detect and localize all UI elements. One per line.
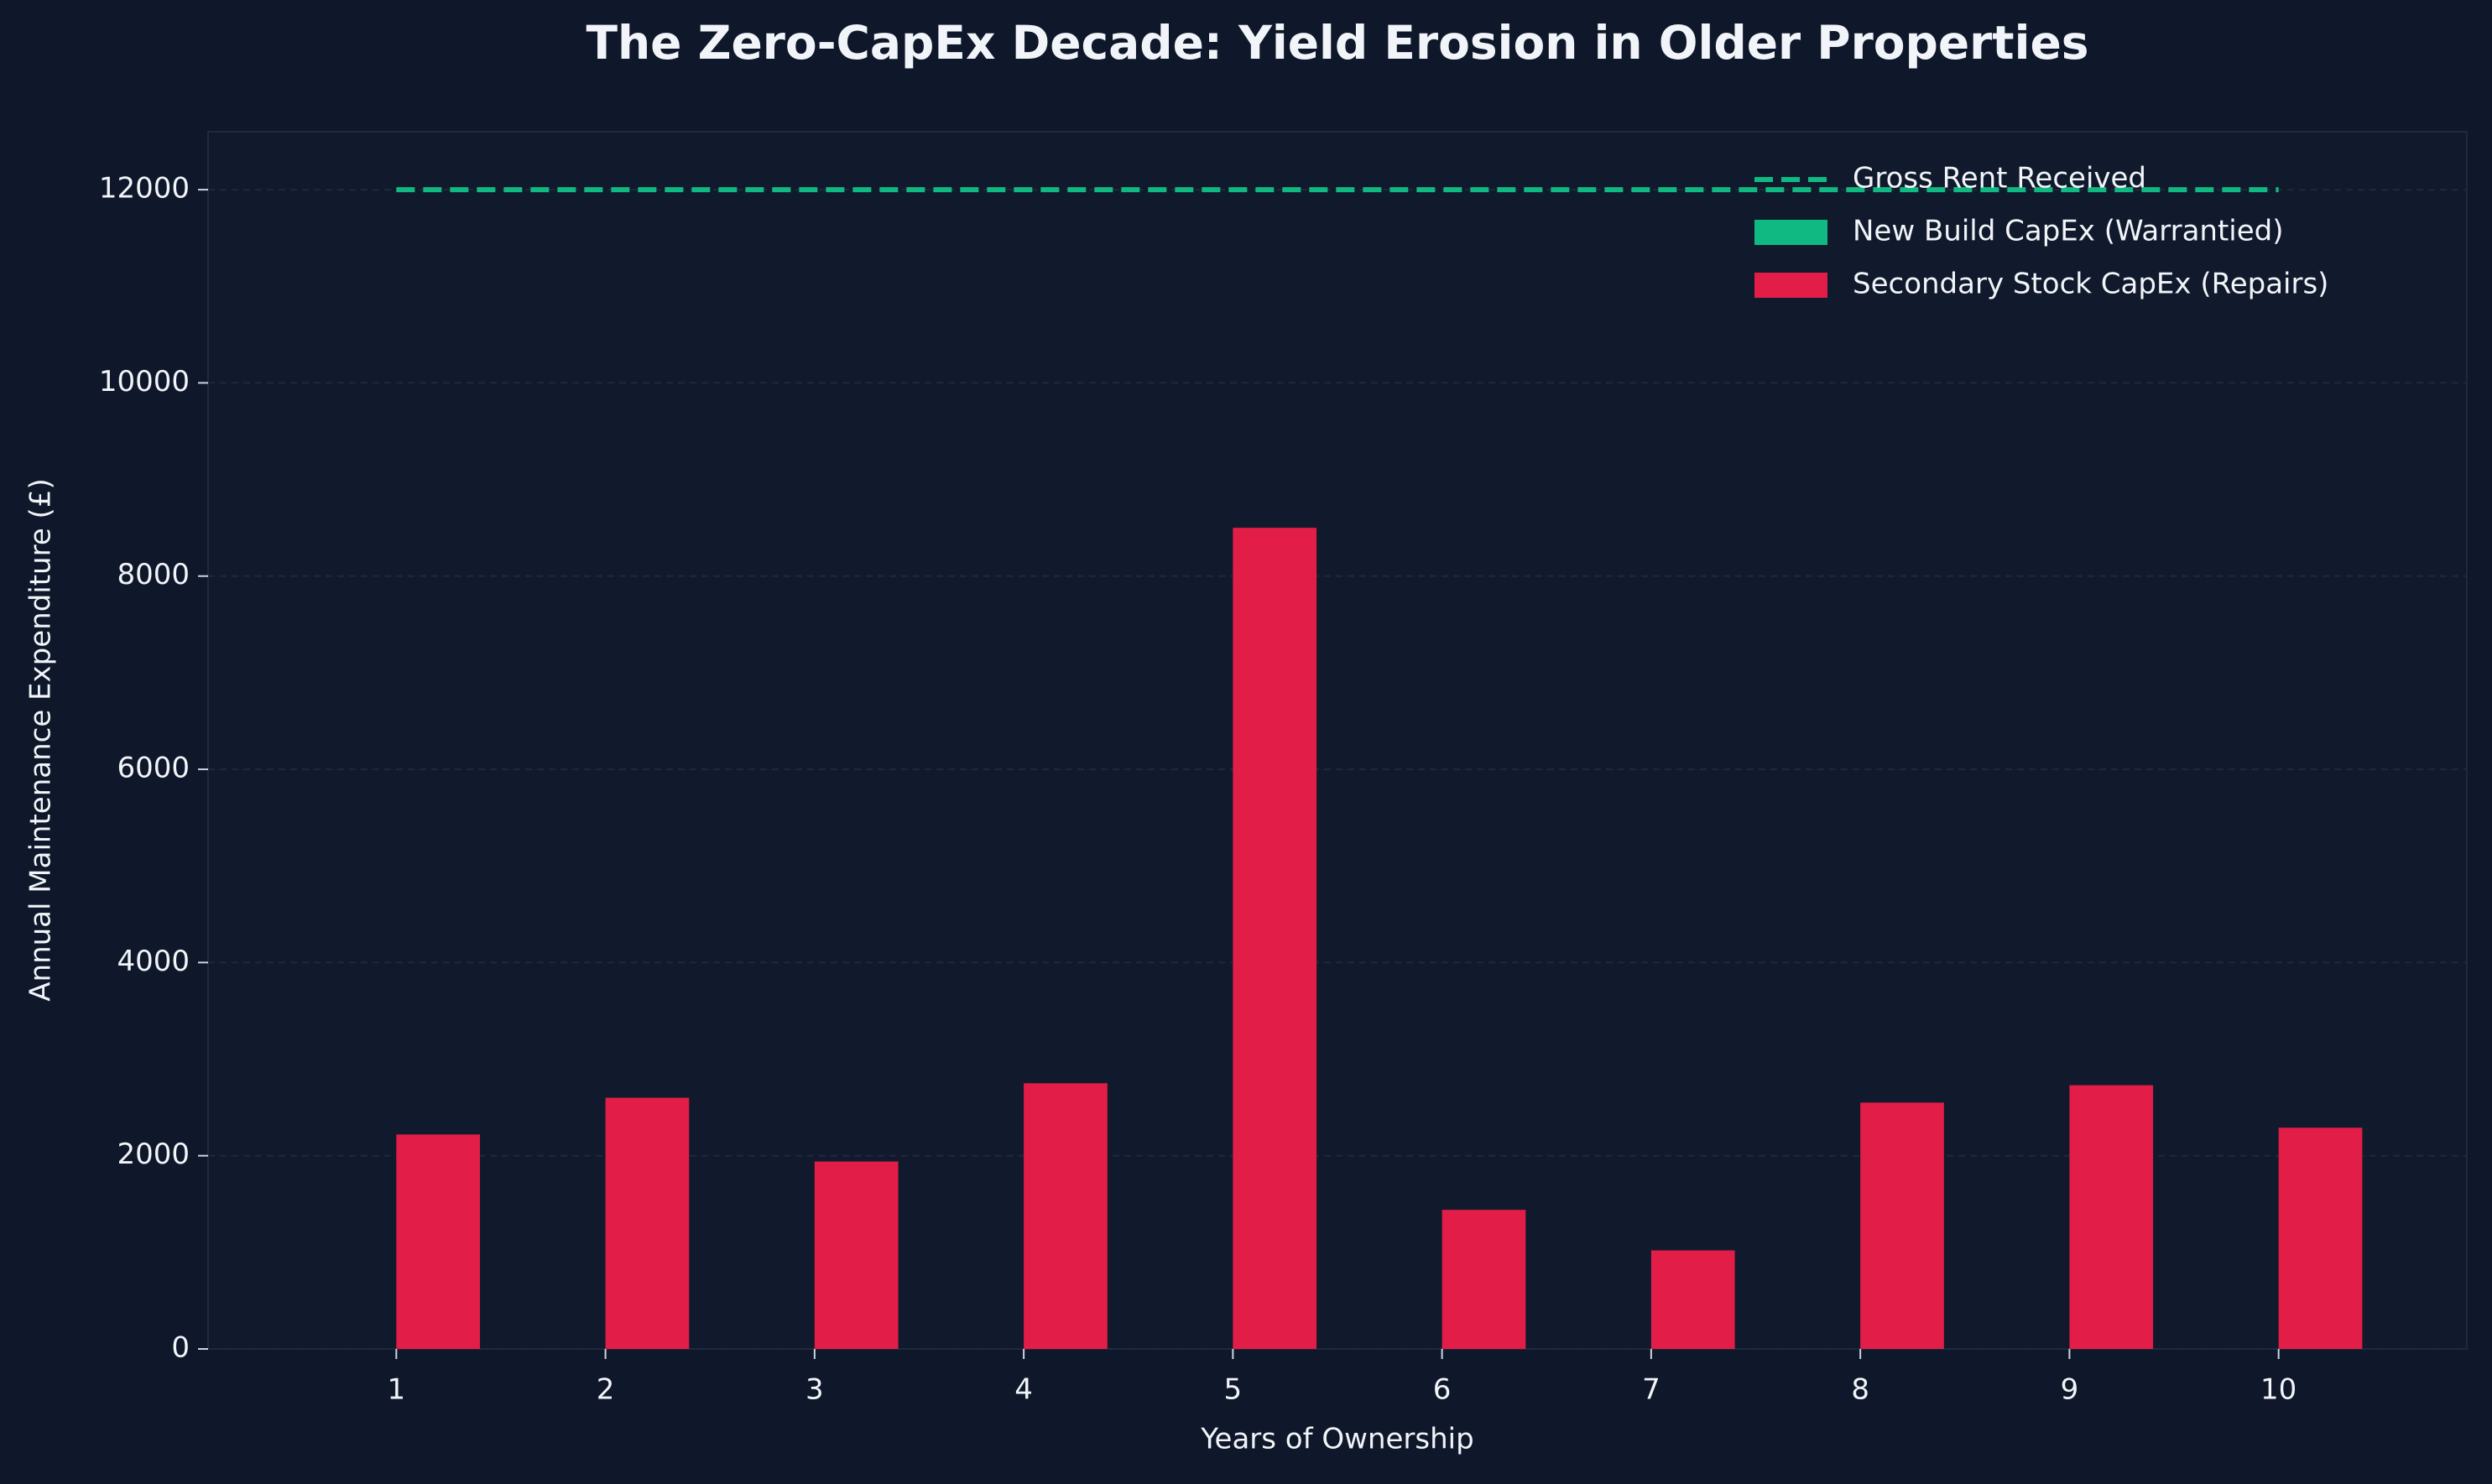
chart-title: The Zero-CapEx Decade: Yield Erosion in …	[587, 16, 2089, 70]
y-tick-label: 12000	[99, 172, 190, 206]
bar	[2069, 1085, 2154, 1349]
x-tick-label: 5	[1224, 1373, 1243, 1407]
bar	[2278, 1127, 2363, 1349]
legend-label: Gross Rent Received	[1853, 162, 2146, 195]
bar	[1024, 1083, 1108, 1349]
bar	[605, 1097, 690, 1349]
y-axis-label: Annual Maintenance Expenditure (£)	[24, 478, 58, 1001]
x-tick-label: 10	[2260, 1373, 2296, 1407]
x-tick-label: 9	[2061, 1373, 2079, 1407]
y-tick-label: 4000	[117, 945, 190, 978]
x-tick-label: 3	[805, 1373, 824, 1407]
legend-label: New Build CapEx (Warrantied)	[1853, 215, 2284, 248]
bar	[1442, 1210, 1526, 1349]
bar	[1860, 1102, 1944, 1349]
x-axis-label: Years of Ownership	[1200, 1423, 1473, 1456]
y-tick-label: 2000	[117, 1138, 190, 1171]
bar	[1650, 1250, 1735, 1349]
legend-swatch	[1754, 220, 1827, 245]
y-tick-label: 0	[171, 1331, 190, 1365]
x-tick-label: 4	[1014, 1373, 1033, 1407]
x-tick-label: 7	[1642, 1373, 1660, 1407]
bar	[1233, 528, 1317, 1349]
y-tick-label: 6000	[117, 752, 190, 785]
x-tick-label: 1	[388, 1373, 406, 1407]
bar	[396, 1134, 481, 1349]
y-tick-label: 8000	[117, 558, 190, 591]
x-tick-label: 8	[1851, 1373, 1869, 1407]
legend-label: Secondary Stock CapEx (Repairs)	[1853, 268, 2328, 301]
legend-swatch	[1754, 273, 1827, 298]
y-tick-label: 10000	[99, 365, 190, 398]
bar	[814, 1161, 899, 1349]
x-tick-label: 6	[1433, 1373, 1452, 1407]
x-tick-label: 2	[597, 1373, 615, 1407]
